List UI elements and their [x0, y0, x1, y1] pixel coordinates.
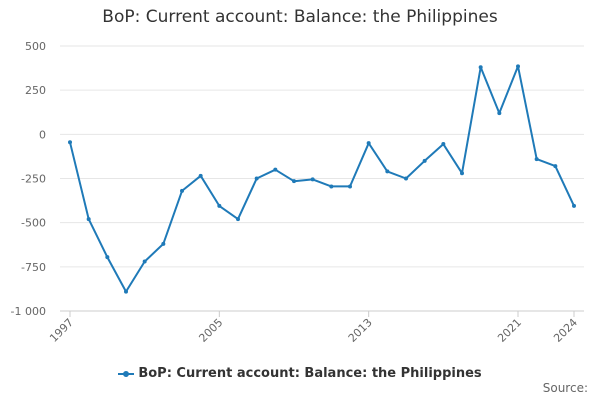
data-point[interactable] — [161, 241, 166, 246]
y-tick-label: -250 — [21, 173, 46, 186]
data-point[interactable] — [273, 167, 278, 172]
chart-title: BoP: Current account: Balance: the Phili… — [102, 7, 498, 27]
data-point[interactable] — [105, 255, 110, 260]
data-point[interactable] — [572, 203, 576, 208]
source-label: Source: — [542, 381, 588, 395]
data-point[interactable] — [534, 157, 539, 162]
x-tick-label: 2024 — [551, 316, 580, 345]
x-tick-label: 2005 — [196, 316, 225, 345]
data-point[interactable] — [236, 217, 240, 222]
data-point[interactable] — [385, 169, 390, 174]
y-tick-label: -500 — [21, 217, 46, 230]
data-point[interactable] — [68, 140, 72, 145]
data-point[interactable] — [422, 158, 427, 163]
y-tick-label: -750 — [21, 261, 46, 274]
data-point[interactable] — [86, 217, 91, 222]
y-tick-label: 0 — [39, 128, 46, 141]
x-tick-label: 2013 — [346, 316, 375, 345]
data-point[interactable] — [478, 65, 483, 70]
data-point[interactable] — [217, 203, 222, 208]
data-point[interactable] — [460, 171, 464, 176]
x-axis: 1997 2005 2013 2021 2024 — [47, 310, 584, 345]
data-point[interactable] — [366, 141, 371, 146]
data-series — [68, 64, 576, 294]
data-point[interactable] — [553, 164, 558, 169]
y-tick-label: 500 — [25, 40, 46, 53]
y-axis-ticks: 500 250 0 -250 -500 -750 -1 000 — [11, 40, 46, 318]
y-tick-label: -1 000 — [11, 305, 46, 318]
y-tick-label: 250 — [25, 84, 46, 97]
data-point[interactable] — [516, 64, 520, 69]
legend-label: BoP: Current account: Balance: the Phili… — [138, 366, 482, 381]
data-point[interactable] — [329, 184, 334, 189]
data-point[interactable] — [404, 176, 408, 181]
data-point[interactable] — [292, 179, 296, 184]
data-point[interactable] — [124, 289, 128, 294]
series-line — [69, 65, 575, 293]
data-point[interactable] — [441, 142, 446, 147]
data-point[interactable] — [142, 259, 147, 264]
legend-swatch — [118, 369, 135, 379]
data-point[interactable] — [180, 188, 184, 193]
data-point[interactable] — [497, 111, 502, 116]
legend[interactable]: BoP: Current account: Balance: the Phili… — [0, 366, 600, 381]
x-tick-label: 1997 — [47, 316, 76, 345]
data-point[interactable] — [310, 177, 315, 182]
x-tick-label: 2021 — [495, 316, 524, 345]
data-point[interactable] — [254, 176, 259, 181]
data-point[interactable] — [348, 184, 352, 189]
data-point[interactable] — [198, 173, 203, 178]
